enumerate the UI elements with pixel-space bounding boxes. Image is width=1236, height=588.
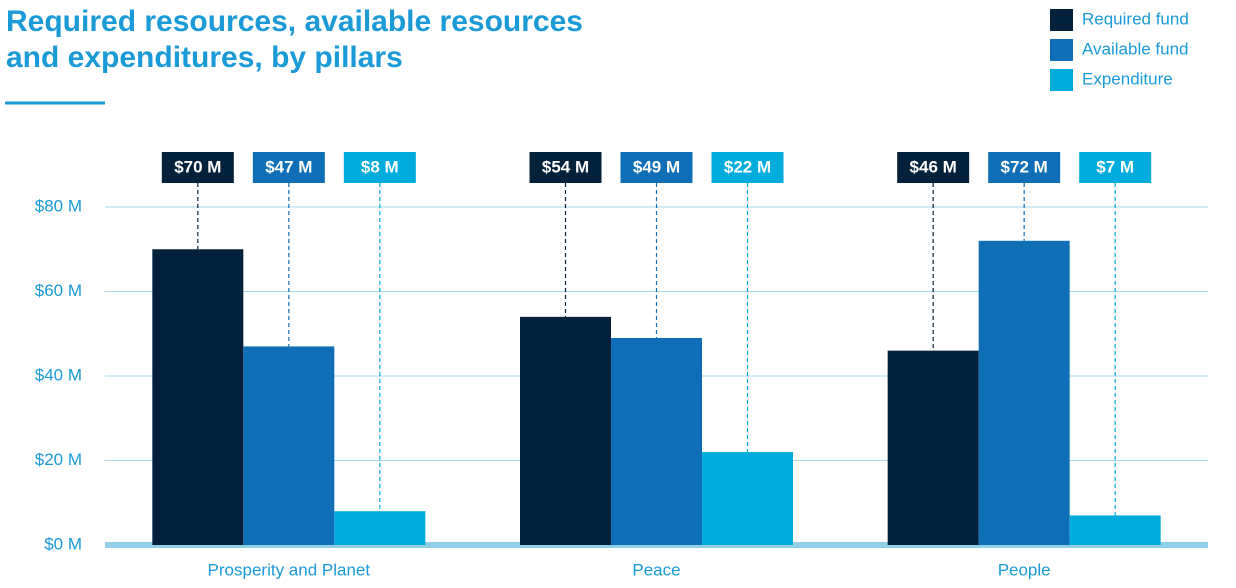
value-label: $72 M <box>1001 157 1048 176</box>
legend-label: Expenditure <box>1082 69 1173 88</box>
value-label-box <box>711 152 784 183</box>
value-label-box <box>620 152 693 183</box>
x-tick-label: People <box>998 560 1051 579</box>
value-label: $46 M <box>910 157 957 176</box>
value-label-box <box>343 152 416 183</box>
bar <box>243 346 335 545</box>
value-label: $8 M <box>361 157 399 176</box>
bar <box>611 337 702 545</box>
y-tick-label: $40 M <box>35 365 82 384</box>
chart-title: Required resources, available resources … <box>6 5 583 74</box>
value-label-box <box>1079 152 1152 183</box>
value-label-box <box>897 152 970 183</box>
bar <box>1069 515 1161 545</box>
value-label-box <box>988 152 1061 183</box>
value-label: $70 M <box>174 157 221 176</box>
value-label-box <box>161 152 234 183</box>
legend-swatch <box>1050 39 1073 61</box>
legend-label: Required fund <box>1082 9 1189 28</box>
legend-swatch <box>1050 9 1073 31</box>
y-tick-label: $0 M <box>44 534 82 553</box>
value-label-box <box>252 152 325 183</box>
bar <box>887 350 979 545</box>
value-label: $22 M <box>724 157 771 176</box>
bar <box>978 240 1070 546</box>
value-label: $54 M <box>542 157 589 176</box>
x-tick-label: Prosperity and Planet <box>208 560 371 579</box>
y-tick-label: $20 M <box>35 450 82 469</box>
bar <box>702 452 793 545</box>
y-tick-label: $60 M <box>35 281 82 300</box>
bar <box>152 249 244 545</box>
x-tick-label: Peace <box>632 560 680 579</box>
legend-swatch <box>1050 69 1073 91</box>
value-label: $7 M <box>1096 157 1134 176</box>
value-label: $49 M <box>633 157 680 176</box>
value-label: $47 M <box>265 157 312 176</box>
value-label-box <box>529 152 602 183</box>
legend-label: Available fund <box>1082 39 1189 58</box>
bar <box>520 316 611 545</box>
y-tick-label: $80 M <box>35 196 82 215</box>
bar <box>334 511 426 545</box>
